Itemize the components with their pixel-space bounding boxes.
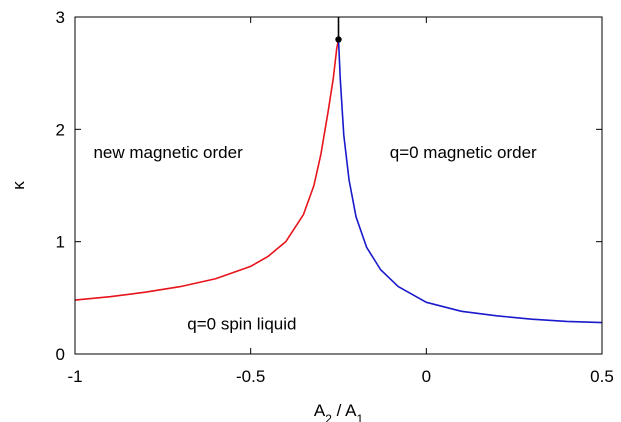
- plot-frame: [74, 16, 603, 355]
- x-axis-label-sub1: 2: [325, 412, 332, 422]
- x-axis-label: A2 / A1: [314, 401, 364, 422]
- x-tick-label: 0.5: [590, 367, 614, 386]
- x-axis-label-base: A: [314, 401, 326, 420]
- markers-layer: [335, 36, 342, 43]
- annotations-layer: new magnetic order q=0 magnetic order q=0 …: [93, 143, 537, 334]
- x-axis-label-sub2: 1: [356, 412, 363, 422]
- region-label: q=0 magnetic order: [390, 143, 537, 162]
- x-tick-label: -1: [67, 367, 82, 386]
- series-line-0: [74, 39, 340, 301]
- x-tick-label: 0: [422, 367, 431, 386]
- region-label: new magnetic order: [93, 143, 243, 162]
- ticks-layer: -1 -0.5 0 0.5 0 1 2 3: [56, 8, 614, 386]
- y-tick-label: 3: [56, 8, 65, 27]
- curves-layer: [74, 17, 603, 324]
- critical-point-marker: [335, 36, 342, 43]
- y-tick-label: 1: [56, 233, 65, 252]
- y-tick-label: 2: [56, 120, 65, 139]
- y-tick-label: 0: [56, 345, 65, 364]
- region-label: q=0 spin liquid: [187, 315, 296, 334]
- y-axis-label: κ: [9, 181, 28, 190]
- x-axis-label-sep: / A: [332, 401, 357, 420]
- x-tick-label: -0.5: [236, 367, 265, 386]
- series-line-1: [337, 39, 603, 324]
